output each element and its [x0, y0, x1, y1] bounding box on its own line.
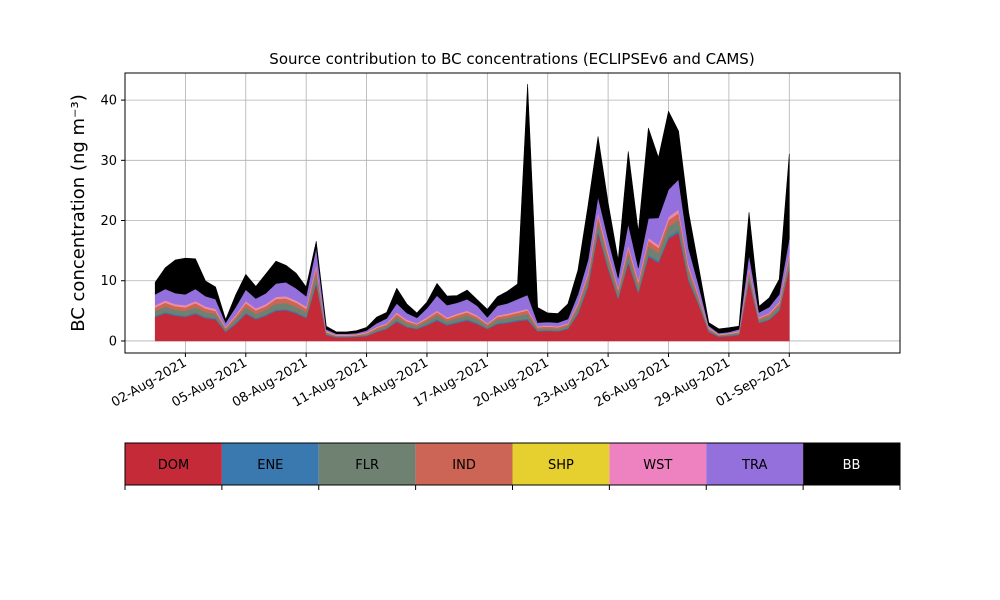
- plot-frame: [124, 72, 901, 354]
- legend-label-wst: WST: [643, 458, 672, 473]
- y-tick-label: 10: [100, 274, 117, 289]
- legend-swatch-shp: [512, 443, 610, 485]
- chart-title: Source contribution to BC concentrations…: [269, 50, 754, 68]
- legend-swatch-bb: [803, 443, 900, 485]
- legend-label-ene: ENE: [257, 458, 283, 473]
- y-tick-label: 40: [100, 94, 117, 109]
- legend-label-bb: BB: [843, 458, 861, 473]
- y-tick-label: 0: [109, 334, 117, 349]
- legend-swatch-dom: [125, 443, 222, 485]
- legend-label-shp: SHP: [548, 458, 574, 473]
- legend: DOM ENE FLR IND SHP WST TRA BB: [124, 442, 901, 490]
- stacked-areas: [154, 83, 790, 342]
- legend-frame: [124, 442, 901, 486]
- legend-swatch-ind: [415, 443, 513, 485]
- y-axis-label: BC concentration (ng m⁻³): [68, 94, 89, 332]
- legend-swatch-ene: [221, 443, 319, 485]
- legend-swatch-flr: [318, 443, 416, 485]
- y-tick-label: 30: [100, 154, 117, 169]
- legend-label-tra: TRA: [741, 458, 767, 473]
- legend-label-dom: DOM: [158, 458, 189, 473]
- area-series-bb: [154, 83, 790, 335]
- legend-swatch-tra: [706, 443, 804, 485]
- y-tick-label: 20: [100, 214, 117, 229]
- legend-swatch-wst: [609, 443, 707, 485]
- legend-label-flr: FLR: [355, 458, 379, 473]
- legend-label-ind: IND: [452, 458, 476, 473]
